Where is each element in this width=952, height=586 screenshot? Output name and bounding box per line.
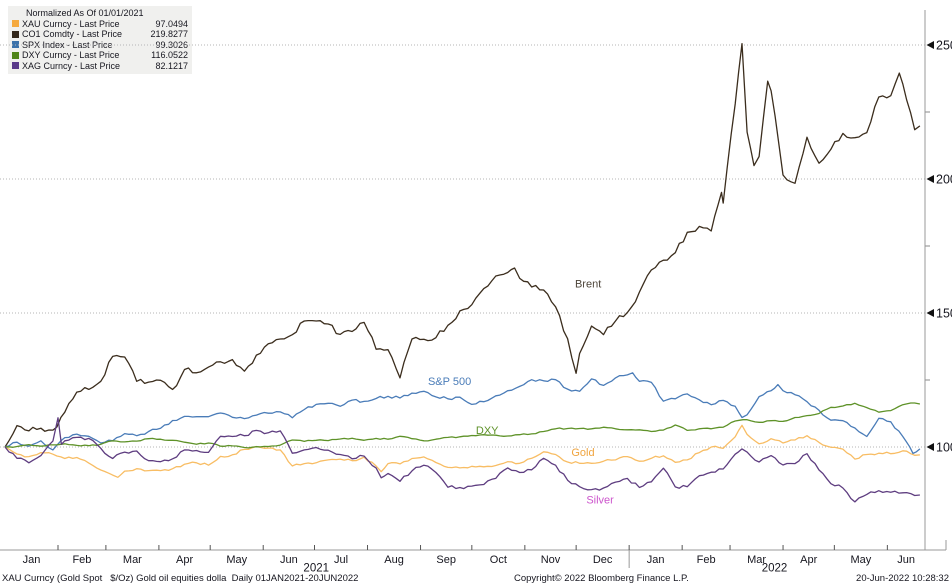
y-tick-arrow-icon [926, 443, 934, 451]
legend-label: XAG Curncy - Last Price [22, 60, 121, 71]
footer-description: XAU Curncy (Gold Spot $/Oz) Gold oil equ… [2, 573, 359, 584]
legend-panel: Normalized As Of 01/01/2021 XAU Curncy -… [8, 6, 192, 74]
series-line-gold[interactable] [4, 424, 920, 478]
series-label-gold: Gold [571, 447, 594, 459]
series-label-silver: Silver [586, 495, 614, 507]
y-tick-arrow-icon [926, 175, 934, 183]
x-axis-month-label: Jan [23, 554, 41, 566]
footer-bar: XAU Curncy (Gold Spot $/Oz) Gold oil equ… [0, 573, 952, 586]
x-axis-month-label: Mar [747, 554, 766, 566]
legend-value: 219.8277 [150, 29, 188, 39]
footer-timestamp: 20-Jun-2022 10:28:32 [856, 573, 949, 584]
x-axis-year-label: 2022 [762, 563, 788, 575]
series-label-s-p-500: S&P 500 [428, 376, 471, 388]
x-axis-month-label: Feb [72, 554, 91, 566]
legend-label: SPX Index - Last Price [22, 39, 113, 50]
series-label-brent: Brent [575, 279, 601, 291]
series-line-brent[interactable] [4, 43, 921, 448]
x-axis-month-label: Jun [280, 554, 298, 566]
legend-title: Normalized As Of 01/01/2021 [26, 8, 144, 18]
legend-item-dxy[interactable]: DXY Curncy - Last Price 116.0522 [12, 50, 188, 61]
y-axis-label-200: 200 [936, 173, 952, 187]
y-axis-label-150: 150 [936, 307, 952, 321]
x-axis-month-label: Apr [800, 554, 817, 566]
dxy-swatch-icon [12, 51, 19, 59]
series-line-s-p-500[interactable] [4, 372, 921, 455]
x-axis-month-label: Dec [593, 554, 613, 566]
legend-value: 116.0522 [151, 50, 188, 60]
x-axis-month-label: May [850, 554, 871, 566]
x-axis-month-label: Feb [697, 554, 716, 566]
x-axis-month-label: Jun [897, 554, 915, 566]
x-axis-month-label: Aug [384, 554, 404, 566]
x-axis-month-label: Apr [176, 554, 193, 566]
y-axis-label-100: 100 [936, 441, 952, 455]
series-line-silver[interactable] [4, 417, 920, 503]
legend-label: XAU Curncy - Last Price [22, 18, 120, 29]
legend-item-xag[interactable]: XAG Curncy - Last Price 82.1217 [12, 61, 188, 72]
co1-swatch-icon [12, 30, 19, 38]
xau-swatch-icon [12, 20, 19, 28]
x-axis-month-label: Sep [436, 554, 456, 566]
series-label-dxy: DXY [476, 425, 499, 437]
x-axis-month-label: Jul [334, 554, 348, 566]
y-axis-label-250: 250 [936, 39, 952, 53]
footer-copyright: Copyright© 2022 Bloomberg Finance L.P. [514, 573, 689, 584]
series-line-dxy[interactable] [4, 402, 921, 449]
x-axis-month-label: Mar [123, 554, 142, 566]
legend-value: 82.1217 [155, 60, 188, 71]
legend-item-co1[interactable]: CO1 Comdty - Last Price 219.8277 [12, 29, 188, 40]
xag-swatch-icon [12, 62, 19, 70]
x-axis-year-label: 2021 [303, 563, 329, 575]
x-axis-month-label: Oct [490, 554, 507, 566]
x-axis-month-label: Nov [541, 554, 561, 566]
legend-item-xau[interactable]: XAU Curncy - Last Price 97.0494 [12, 19, 188, 30]
x-axis-month-label: May [226, 554, 247, 566]
legend-label: CO1 Comdty - Last Price [22, 29, 123, 39]
legend-value: 97.0494 [155, 18, 188, 29]
legend-label: DXY Curncy - Last Price [22, 50, 120, 60]
x-axis-month-label: Jan [647, 554, 665, 566]
y-tick-arrow-icon [926, 41, 934, 49]
y-tick-arrow-icon [926, 309, 934, 317]
